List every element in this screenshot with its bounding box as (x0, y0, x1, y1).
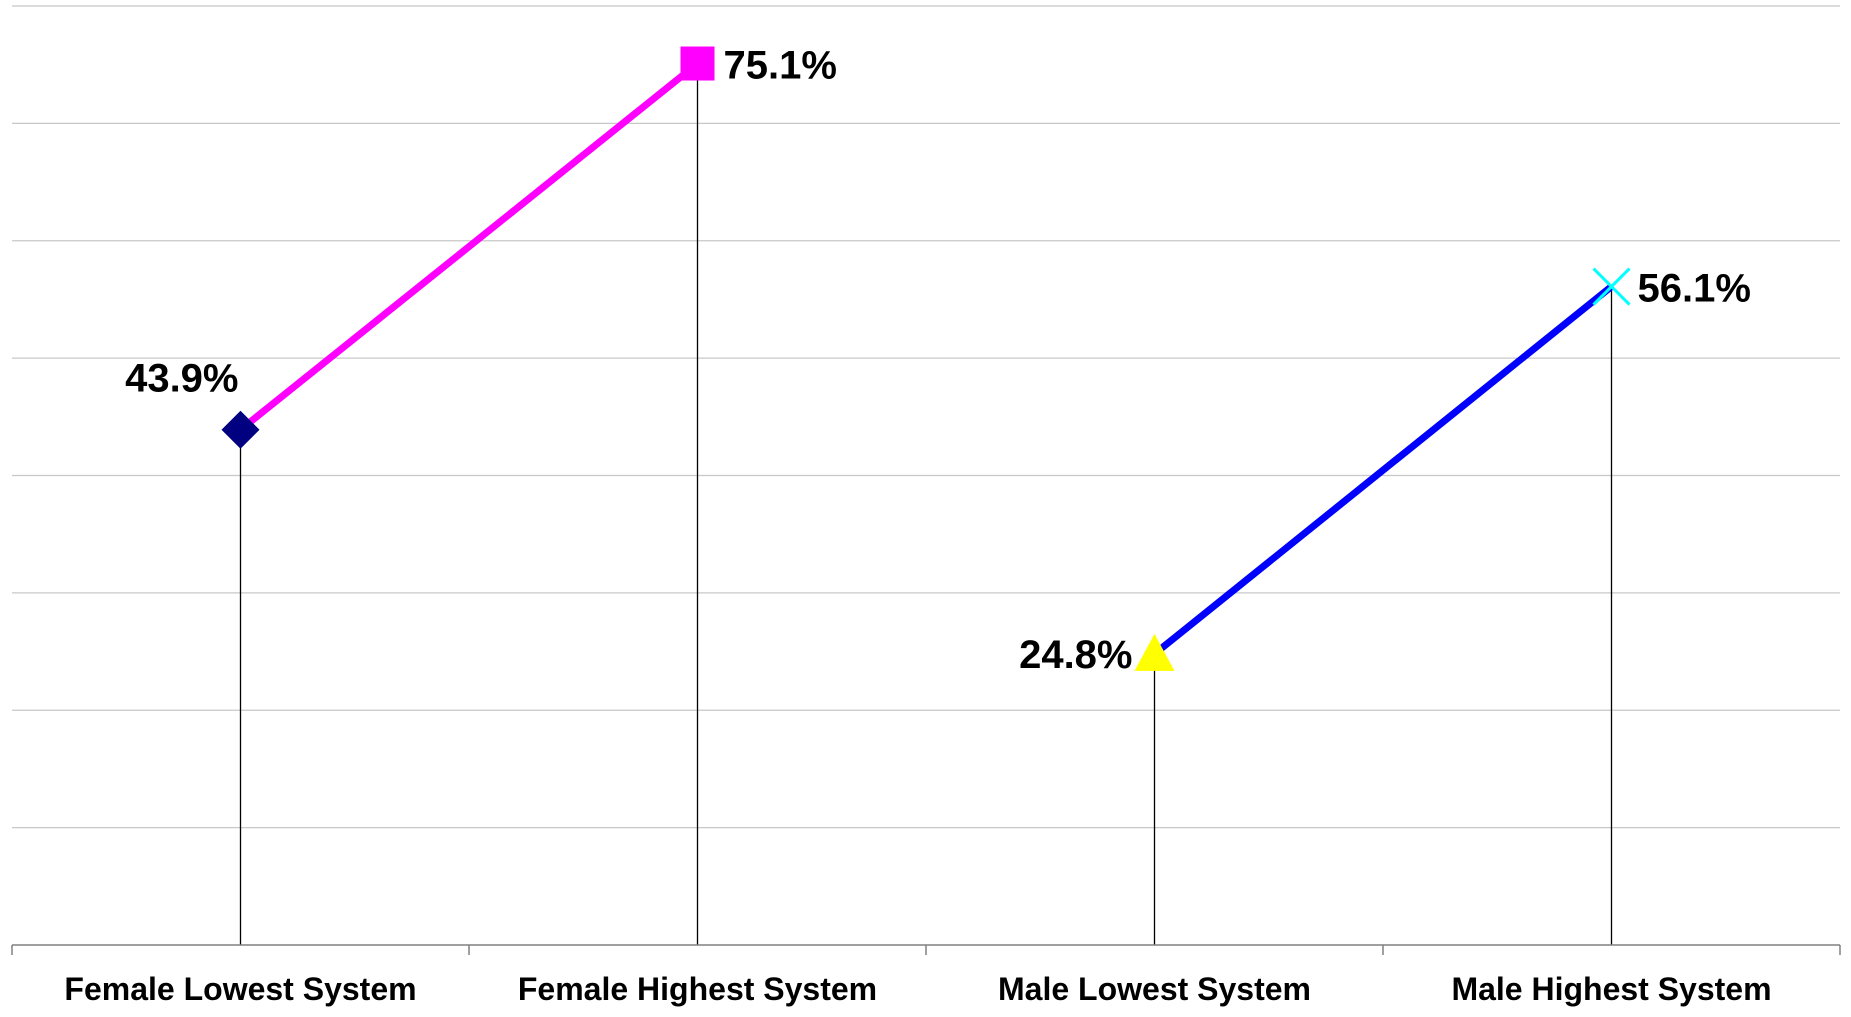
triangle-marker (1134, 633, 1175, 671)
series-markers (221, 46, 1631, 671)
series-line-1 (238, 60, 700, 433)
data-label: 75.1% (724, 44, 837, 88)
data-labels: 43.9% 75.1% 24.8% 56.1% (125, 44, 1751, 677)
x-tick-label: Male Highest System (1451, 971, 1771, 1007)
x-marker (1592, 267, 1631, 306)
diamond-marker (221, 410, 260, 449)
x-tick-label: Male Lowest System (998, 971, 1311, 1007)
x-tick-labels: Female Lowest System Female Highest Syste… (64, 971, 1771, 1007)
data-label: 43.9% (125, 357, 238, 401)
series-line-2 (1152, 283, 1614, 657)
data-label: 56.1% (1638, 267, 1751, 311)
x-tick-label: Female Highest System (518, 971, 877, 1007)
x-axis (11, 944, 1841, 955)
series-lines (238, 60, 1614, 657)
x-tick-label: Female Lowest System (64, 971, 416, 1007)
gridlines (12, 5, 1840, 829)
square-marker (680, 46, 715, 81)
data-label: 24.8% (1019, 633, 1132, 677)
drop-lines (239, 63, 1613, 945)
